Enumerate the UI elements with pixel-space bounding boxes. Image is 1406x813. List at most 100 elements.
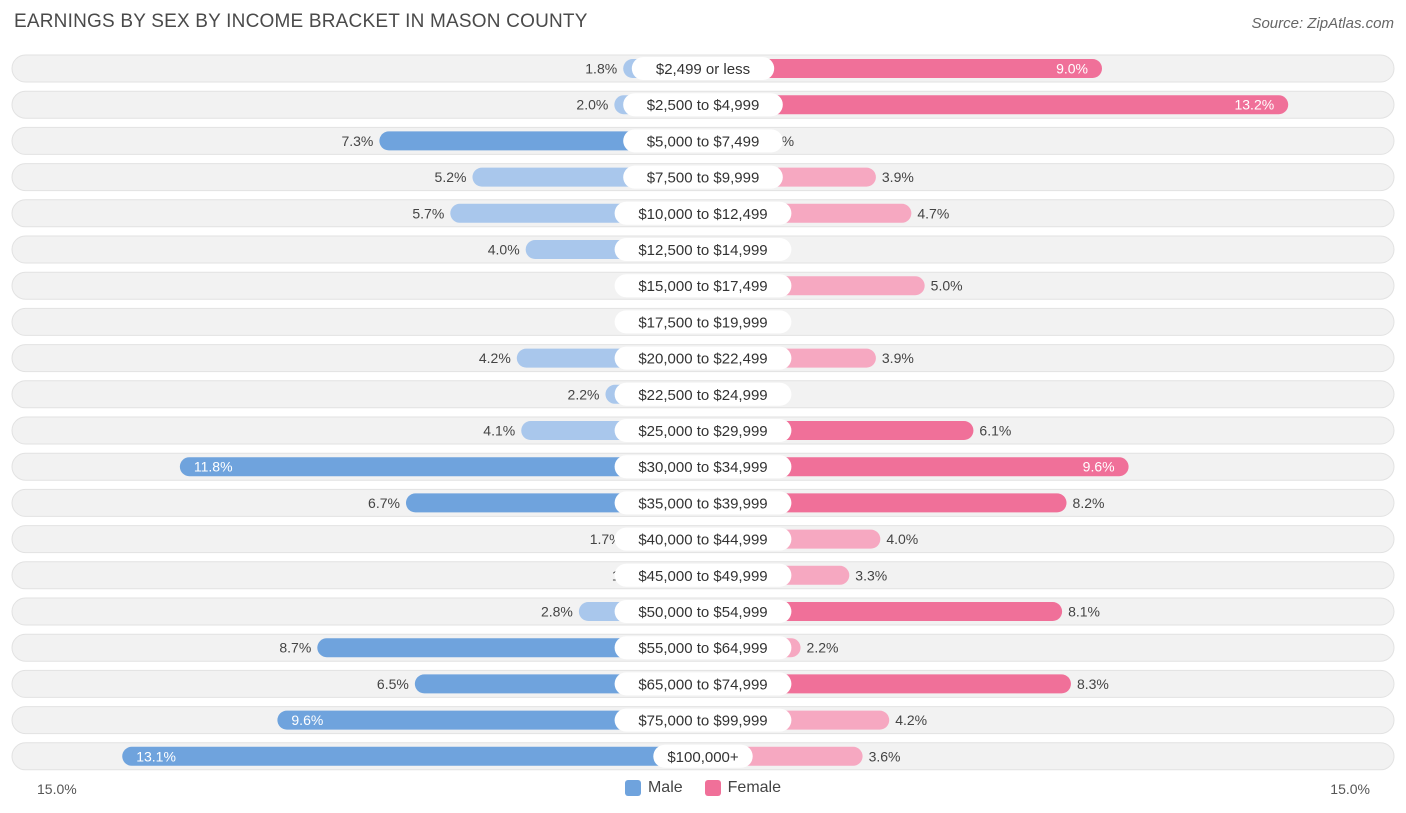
- category-pill: [623, 165, 783, 189]
- bar-row: 9.6% 4.2% $75,000 to $99,999: [11, 706, 1395, 735]
- source-label: Source: ZipAtlas.com: [1251, 15, 1394, 32]
- category-label: $35,000 to $39,999: [638, 495, 767, 512]
- female-value-label: 3.3%: [855, 567, 887, 583]
- bar-row: 8.7% 2.2% $55,000 to $64,999: [11, 633, 1395, 662]
- category-pill: [614, 672, 792, 696]
- male-value-label: 2.2%: [568, 386, 600, 402]
- category-label: $10,000 to $12,499: [638, 206, 767, 223]
- female-value-label: 4.2%: [895, 712, 927, 728]
- male-value-label: 1.7%: [590, 531, 622, 547]
- category-label: $75,000 to $99,999: [638, 713, 767, 730]
- female-value-label: 8.2%: [1073, 495, 1105, 511]
- male-value-label: 13.1%: [136, 748, 176, 764]
- female-value-label: 4.7%: [917, 205, 949, 221]
- female-bar[interactable]: [703, 493, 1067, 513]
- female-value-label: 8.3%: [1077, 676, 1109, 692]
- category-pill: [614, 455, 792, 479]
- category-label: $5,000 to $7,499: [647, 133, 760, 150]
- bar-row: 11.8% 9.6% $30,000 to $34,999: [11, 452, 1395, 481]
- male-value-label: 4.2%: [479, 350, 511, 366]
- bar-row: 6.5% 8.3% $65,000 to $74,999: [11, 669, 1395, 698]
- male-value-label: 4.1%: [483, 423, 515, 439]
- category-pill: [614, 563, 792, 587]
- category-pill: [614, 310, 792, 334]
- category-label: $7,500 to $9,999: [647, 170, 760, 187]
- male-value-label: 5.2%: [435, 169, 467, 185]
- female-bar[interactable]: [703, 457, 1129, 477]
- female-value-label: 13.2%: [1234, 97, 1274, 113]
- female-value-label: 8.1%: [1068, 604, 1100, 620]
- category-pill: [614, 346, 792, 370]
- male-value-label: 9.6%: [291, 712, 323, 728]
- category-pill: [614, 708, 792, 732]
- female-value-label: 2.2%: [807, 640, 839, 656]
- category-label: $100,000+: [667, 749, 739, 766]
- bar-row: 0.77%0.84%$17,500 to $19,999: [11, 307, 1395, 336]
- female-value-label: 4.0%: [886, 531, 918, 547]
- category-label: $25,000 to $29,999: [638, 423, 767, 440]
- category-label: $50,000 to $54,999: [638, 604, 767, 621]
- female-value-label: 6.1%: [979, 423, 1011, 439]
- category-pill: [614, 382, 792, 406]
- category-pill: [614, 491, 792, 515]
- category-pill: [614, 201, 792, 225]
- male-value-label: 11.8%: [194, 459, 233, 475]
- category-label: $2,500 to $4,999: [647, 97, 760, 114]
- male-value-label: 2.8%: [541, 604, 573, 620]
- bar-row: 5.2% 3.9% $7,500 to $9,999: [11, 163, 1395, 192]
- male-value-label: 7.3%: [341, 133, 373, 149]
- category-pill: [614, 527, 792, 551]
- category-label: $20,000 to $22,499: [638, 351, 767, 368]
- category-label: $45,000 to $49,999: [638, 568, 767, 585]
- female-value-label: 5.0%: [931, 278, 963, 294]
- category-pill: [614, 600, 792, 623]
- category-label: $12,500 to $14,999: [638, 242, 767, 259]
- legend-item-female[interactable]: Female: [704, 779, 782, 797]
- male-value-label: 8.7%: [279, 640, 311, 656]
- male-bar[interactable]: [122, 746, 703, 766]
- female-bar[interactable]: [703, 95, 1289, 115]
- bar-row: 1.7% 4.0% $40,000 to $44,999: [11, 525, 1395, 554]
- category-pill: [653, 744, 753, 768]
- legend-swatch-female: [704, 780, 721, 796]
- bar-row: 6.7% 8.2% $35,000 to $39,999: [11, 488, 1395, 517]
- female-bar[interactable]: [703, 674, 1071, 694]
- bar-row: 4.2% 3.9% $20,000 to $22,499: [11, 344, 1395, 373]
- axis-left-label: 15.0%: [37, 781, 77, 797]
- bar-row: 2.2%0.0%$22,500 to $24,999: [11, 380, 1395, 409]
- bar-row: 7.3%1.2%$5,000 to $7,499: [11, 126, 1395, 155]
- category-label: $17,500 to $19,999: [638, 314, 767, 331]
- male-bar[interactable]: [379, 131, 703, 151]
- male-bar[interactable]: [277, 710, 703, 730]
- female-value-label: 9.0%: [1056, 61, 1088, 77]
- male-value-label: 4.0%: [488, 242, 520, 258]
- axis-right-label: 15.0%: [1330, 781, 1370, 797]
- category-pill: [614, 238, 792, 261]
- category-pill: [614, 274, 792, 298]
- chart-title: EARNINGS BY SEX BY INCOME BRACKET IN MAS…: [14, 11, 588, 32]
- legend-swatch-male: [624, 780, 641, 796]
- male-bar[interactable]: [317, 638, 703, 658]
- female-bar[interactable]: [703, 602, 1063, 621]
- bar-row: 0.77%5.0%$15,000 to $17,499: [11, 271, 1395, 300]
- category-pill: [614, 419, 792, 442]
- bar-row: 2.8% 8.1% $50,000 to $54,999: [11, 597, 1395, 626]
- category-label: $65,000 to $74,999: [638, 676, 767, 693]
- male-bar[interactable]: [179, 457, 703, 477]
- female-bar[interactable]: [703, 59, 1102, 78]
- legend-label-female: Female: [727, 779, 782, 796]
- legend: Male Female: [0, 779, 1406, 797]
- category-label: $30,000 to $34,999: [638, 459, 767, 476]
- male-value-label: 1.8%: [585, 61, 617, 77]
- female-value-label: 9.6%: [1083, 459, 1115, 475]
- male-value-label: 6.5%: [377, 676, 409, 692]
- legend-item-male[interactable]: Male: [624, 779, 683, 797]
- bar-row: 4.1% 6.1% $25,000 to $29,999: [11, 416, 1395, 445]
- category-pill: [614, 636, 792, 660]
- male-value-label: 2.0%: [576, 97, 608, 113]
- category-pill: [631, 57, 775, 80]
- female-value-label: 3.6%: [869, 748, 901, 764]
- category-label: $2,499 or less: [656, 61, 750, 78]
- bar-row: 2.0% 13.2% $2,500 to $4,999: [11, 90, 1395, 119]
